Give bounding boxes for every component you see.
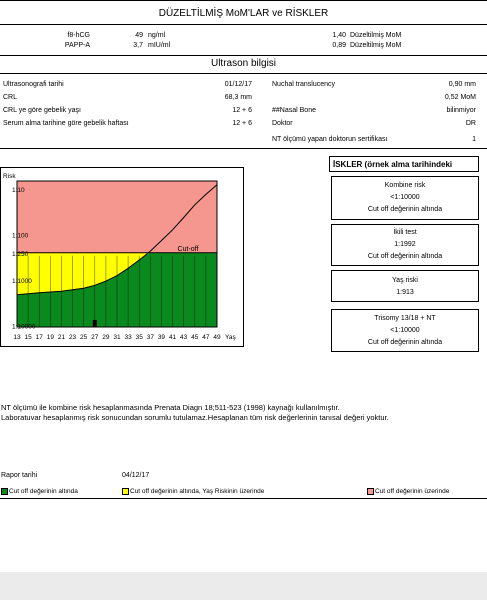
doctor-value: DR bbox=[465, 120, 476, 127]
crl-ga-value: 12 + 6 bbox=[232, 107, 252, 114]
serum-ga-value: 12 + 6 bbox=[232, 120, 252, 127]
combined-risk-box: Kombine risk <1:10000 Cut off değerinin … bbox=[331, 176, 479, 220]
patient-marker bbox=[92, 319, 97, 327]
nt-cert-label: NT ölçümü yapan doktorun sertifikası bbox=[272, 136, 388, 143]
report-date-value: 04/12/17 bbox=[122, 472, 150, 479]
us-date-label: Ultrasonografi tarihi bbox=[3, 81, 64, 88]
combined-risk-value: <1:10000 bbox=[390, 194, 420, 201]
x-tick-23: 23 bbox=[69, 334, 77, 341]
pappa-value: 3,7 bbox=[133, 42, 143, 49]
age-risk-value: 1:913 bbox=[396, 289, 414, 296]
x-tick-33: 33 bbox=[124, 334, 132, 341]
age-risk-box: Yaş riski 1:913 bbox=[331, 270, 479, 302]
us-title-bottom-rule bbox=[0, 73, 487, 74]
trisomy-box: Trisomy 13/18 + NT <1:10000 Cut off değe… bbox=[331, 309, 479, 352]
cutoff-label: Cut-off bbox=[178, 246, 199, 253]
x-tick-31: 31 bbox=[113, 334, 121, 341]
pappa-unit: mIU/ml bbox=[148, 42, 171, 49]
trisomy-title: Trisomy 13/18 + NT bbox=[374, 315, 436, 322]
x-tick-47: 47 bbox=[202, 334, 210, 341]
serum-ga-label: Serum alma tarihine göre gebelik haftası bbox=[3, 120, 129, 127]
risk-chart: Cut-off 1:10 1:100 1:250 1:1000 1:10000 Risk 13… bbox=[3, 173, 236, 341]
crl-label: CRL bbox=[3, 94, 18, 101]
hcg-mom: 1,40 bbox=[332, 32, 346, 39]
x-tick-29: 29 bbox=[102, 334, 110, 341]
x-tick-25: 25 bbox=[80, 334, 88, 341]
top-rule bbox=[0, 0, 487, 1]
x-tick-15: 15 bbox=[24, 334, 32, 341]
legend-bottom-rule bbox=[0, 498, 487, 499]
y-tick-1-1000: 1:1000 bbox=[12, 278, 32, 285]
pappa-mom: 0,89 bbox=[332, 42, 346, 49]
x-tick-49: 49 bbox=[213, 334, 221, 341]
hcg-unit: ng/ml bbox=[148, 32, 166, 39]
double-test-title: İkili test bbox=[393, 229, 417, 236]
legend-green-swatch bbox=[1, 488, 8, 495]
trisomy-value: <1:10000 bbox=[390, 327, 420, 334]
age-risk-title: Yaş riski bbox=[392, 277, 418, 284]
y-tick-1-250: 1:250 bbox=[12, 251, 29, 258]
x-tick-17: 17 bbox=[36, 334, 44, 341]
above-cutoff-zone bbox=[17, 181, 217, 253]
x-tick-13: 13 bbox=[13, 334, 21, 341]
risks-header-box bbox=[329, 156, 479, 172]
y-axis-label: Risk bbox=[3, 173, 16, 180]
nasal-bone-label: ##Nasal Bone bbox=[272, 107, 316, 114]
x-tick-35: 35 bbox=[136, 334, 144, 341]
x-tick-43: 43 bbox=[180, 334, 188, 341]
y-tick-1-100: 1:100 bbox=[12, 233, 29, 240]
legend-red-swatch bbox=[367, 488, 374, 495]
risks-header: İSKLER (örnek alma tarihindeki bbox=[333, 160, 453, 169]
y-tick-1-10000: 1:10000 bbox=[12, 324, 36, 331]
hcg-mom-label: Düzeltilmiş MoM bbox=[350, 32, 402, 39]
legend-yellow-swatch bbox=[122, 488, 129, 495]
legend-red-label: Cut off değerinin üzerinde bbox=[375, 488, 450, 495]
legend-green-label: Cut off değerinin altında bbox=[9, 488, 78, 495]
x-axis-label: Yaş bbox=[225, 334, 236, 341]
nasal-bone-value: bilinmiyor bbox=[446, 107, 476, 114]
us-title-top-rule bbox=[0, 55, 487, 56]
nt-cert-value: 1 bbox=[472, 136, 476, 143]
double-test-box: İkili test 1:1992 Cut off değerinin altı… bbox=[331, 224, 479, 266]
nt-label: Nuchal translucency bbox=[272, 81, 336, 88]
doctor-label: Doktor bbox=[272, 120, 293, 127]
y-tick-1-10: 1:10 bbox=[12, 187, 25, 194]
report-date-label: Rapor tarihi bbox=[1, 472, 38, 479]
combined-risk-title: Kombine risk bbox=[384, 182, 426, 189]
ultrasound-title: Ultrason bilgisi bbox=[210, 58, 277, 69]
nt-mom-value: 0,52 MoM bbox=[444, 94, 476, 101]
crl-ga-label: CRL ye göre gebelik yaşı bbox=[3, 107, 81, 114]
double-test-value: 1:1992 bbox=[394, 241, 416, 248]
note-line-1: NT ölçümü ile kombine risk hesaplanmasın… bbox=[1, 403, 340, 412]
plot-border bbox=[16, 180, 218, 328]
trisomy-note: Cut off değerinin altında bbox=[367, 339, 443, 346]
nt-value: 0,90 mm bbox=[448, 81, 476, 88]
x-tick-39: 39 bbox=[158, 334, 166, 341]
hcg-value: 49 bbox=[135, 32, 143, 39]
x-tick-41: 41 bbox=[169, 334, 177, 341]
footer-band bbox=[0, 572, 487, 600]
double-test-note: Cut off değerinin altında bbox=[367, 253, 443, 260]
x-tick-37: 37 bbox=[147, 334, 155, 341]
x-tick-27: 27 bbox=[91, 334, 99, 341]
x-tick-19: 19 bbox=[47, 334, 55, 341]
crl-value: 68,3 mm bbox=[224, 94, 252, 101]
x-tick-45: 45 bbox=[191, 334, 199, 341]
pappa-mom-label: Düzeltilmiş MoM bbox=[350, 42, 402, 49]
us-bottom-rule bbox=[0, 148, 487, 149]
us-date-value: 01/12/17 bbox=[224, 81, 252, 88]
hcg-name: f8-hCG bbox=[67, 32, 90, 39]
legend-yellow-label: Cut off değerinin altında, Yaş Riskinin … bbox=[130, 488, 265, 495]
mom-title-rule bbox=[0, 24, 487, 25]
x-tick-21: 21 bbox=[58, 334, 66, 341]
combined-risk-note: Cut off değerinin altında bbox=[367, 206, 443, 213]
pappa-name: PAPP-A bbox=[64, 42, 90, 49]
note-line-2: Laboratuvar hesaplanmış risk sonucundan … bbox=[1, 413, 389, 422]
mom-title: DÜZELTİLMİŞ MoM'LAR ve RİSKLER bbox=[158, 8, 329, 19]
